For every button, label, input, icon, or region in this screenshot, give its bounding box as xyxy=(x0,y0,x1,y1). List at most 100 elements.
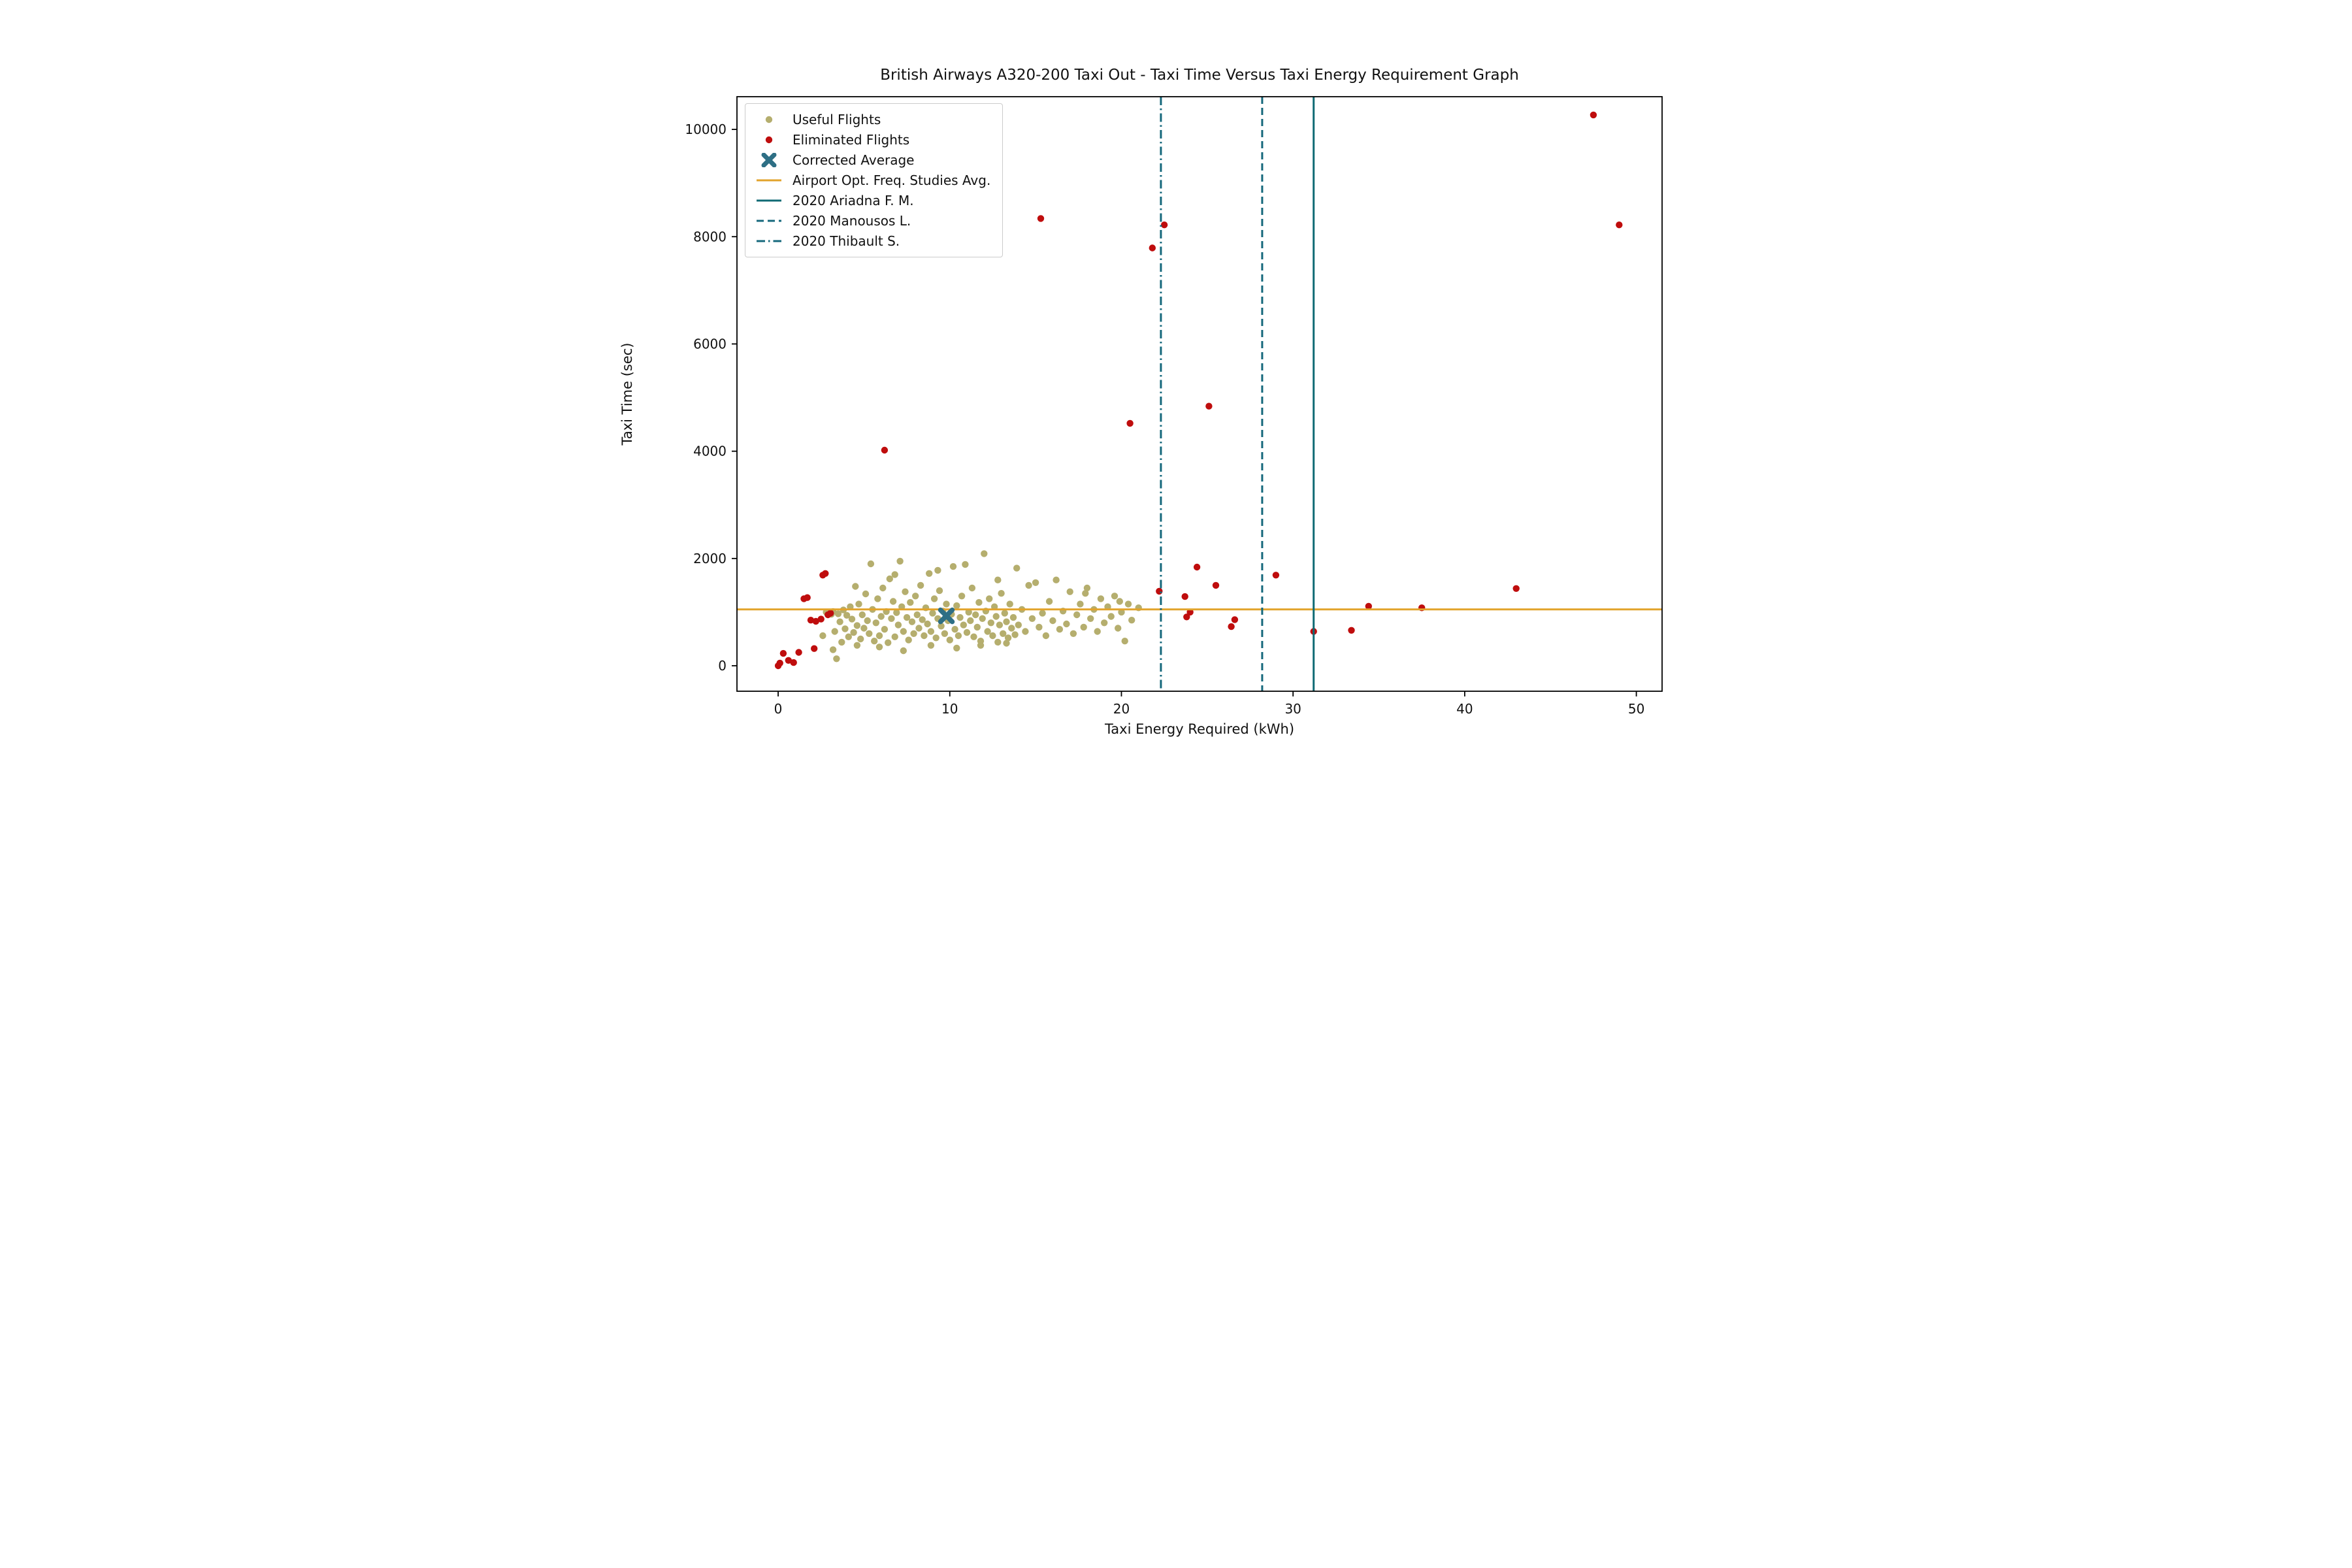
data-point xyxy=(829,646,837,653)
data-point xyxy=(953,644,960,652)
data-point xyxy=(1101,619,1108,627)
y-tick-label: 8000 xyxy=(693,229,727,244)
x-tick-label: 20 xyxy=(1113,701,1130,717)
data-point xyxy=(881,446,889,454)
data-point xyxy=(871,638,878,645)
data-point xyxy=(853,642,861,649)
data-point xyxy=(1003,640,1010,647)
data-point xyxy=(853,622,861,629)
data-point xyxy=(1004,634,1012,642)
corrected-average-legend-marker-icon xyxy=(761,153,777,167)
data-point xyxy=(927,642,935,649)
data-point xyxy=(875,632,883,640)
data-point xyxy=(1124,600,1132,608)
data-point xyxy=(996,621,1004,629)
data-point xyxy=(972,611,979,619)
data-point xyxy=(779,649,787,657)
data-point xyxy=(881,626,889,633)
data-point xyxy=(836,618,843,625)
data-point xyxy=(872,619,879,627)
data-point xyxy=(1066,588,1073,595)
airport-opt-freq-studies-avg-legend-marker-icon xyxy=(757,179,781,182)
data-point xyxy=(811,645,818,652)
data-point xyxy=(1053,576,1060,583)
data-point xyxy=(1128,617,1135,624)
data-point xyxy=(874,595,881,602)
data-point xyxy=(960,621,967,629)
data-point xyxy=(785,657,792,664)
data-point xyxy=(888,615,895,622)
data-point xyxy=(850,629,857,636)
data-point xyxy=(921,632,928,640)
data-point xyxy=(852,583,859,590)
data-point xyxy=(912,593,919,600)
data-point xyxy=(951,626,958,633)
data-point xyxy=(833,655,840,662)
data-point xyxy=(891,571,898,578)
data-point xyxy=(891,633,898,640)
legend: Useful Flights Eliminated Flights Correcte… xyxy=(745,103,1004,257)
data-point xyxy=(1087,615,1094,622)
data-point xyxy=(900,647,907,655)
data-point xyxy=(1080,623,1087,631)
data-point xyxy=(1115,625,1122,632)
data-point xyxy=(981,550,988,557)
data-point xyxy=(1616,221,1623,229)
data-point xyxy=(955,632,962,640)
data-point xyxy=(807,617,815,624)
data-point xyxy=(848,615,856,623)
data-point xyxy=(858,611,866,619)
data-point xyxy=(1160,221,1168,229)
data-point xyxy=(845,633,852,640)
data-point xyxy=(1097,595,1105,602)
data-point xyxy=(915,625,923,632)
data-point xyxy=(896,557,904,565)
chart-title: British Airways A320-200 Taxi Out - Taxi… xyxy=(880,67,1519,84)
data-point xyxy=(875,644,883,651)
corrected-average-marker xyxy=(938,607,955,625)
x-axis-label: Taxi Energy Required (kWh) xyxy=(1104,721,1295,737)
x-tick-label: 40 xyxy=(1456,701,1473,717)
data-point xyxy=(975,598,983,606)
data-point xyxy=(886,575,893,583)
data-point xyxy=(885,639,892,646)
data-point xyxy=(958,593,966,600)
data-point xyxy=(817,615,825,623)
data-point xyxy=(1156,587,1163,595)
data-point xyxy=(1003,618,1010,625)
data-point xyxy=(1121,638,1128,645)
data-point xyxy=(834,610,842,617)
data-point xyxy=(1183,613,1190,621)
data-point xyxy=(994,638,1002,646)
data-point xyxy=(970,633,977,640)
data-point xyxy=(1056,626,1064,633)
data-point xyxy=(1037,215,1045,222)
data-point xyxy=(968,584,976,592)
y-tick-label: 4000 xyxy=(693,444,727,459)
legend-label: 2020 Manousos L. xyxy=(792,213,911,229)
data-point xyxy=(1070,630,1077,637)
data-point xyxy=(827,610,834,617)
figure: British Airways A320-200 Taxi Out - Taxi… xyxy=(588,0,1764,784)
x-tick-label: 50 xyxy=(1628,701,1644,717)
useful-flights-legend-marker-icon xyxy=(765,116,773,123)
data-point xyxy=(986,595,993,602)
legend-item-2020-manousos-l: 2020 Manousos L. xyxy=(755,213,990,229)
data-point xyxy=(1042,632,1050,640)
legend-item-eliminated-flights: Eliminated Flights xyxy=(755,132,990,148)
data-point xyxy=(776,659,783,667)
data-point xyxy=(1022,628,1029,635)
data-point xyxy=(987,619,994,627)
legend-item-corrected-average: Corrected Average xyxy=(755,152,990,168)
data-point xyxy=(1193,563,1201,571)
data-point xyxy=(879,584,887,592)
data-point xyxy=(1181,593,1188,600)
x-marker xyxy=(938,607,955,625)
data-point xyxy=(795,649,802,656)
data-point xyxy=(894,621,902,629)
y-tick-label: 6000 xyxy=(693,336,727,351)
data-point xyxy=(1011,631,1019,638)
data-point xyxy=(973,623,981,631)
legend-label: 2020 Ariadna F. M. xyxy=(792,193,914,208)
data-point xyxy=(963,629,971,636)
